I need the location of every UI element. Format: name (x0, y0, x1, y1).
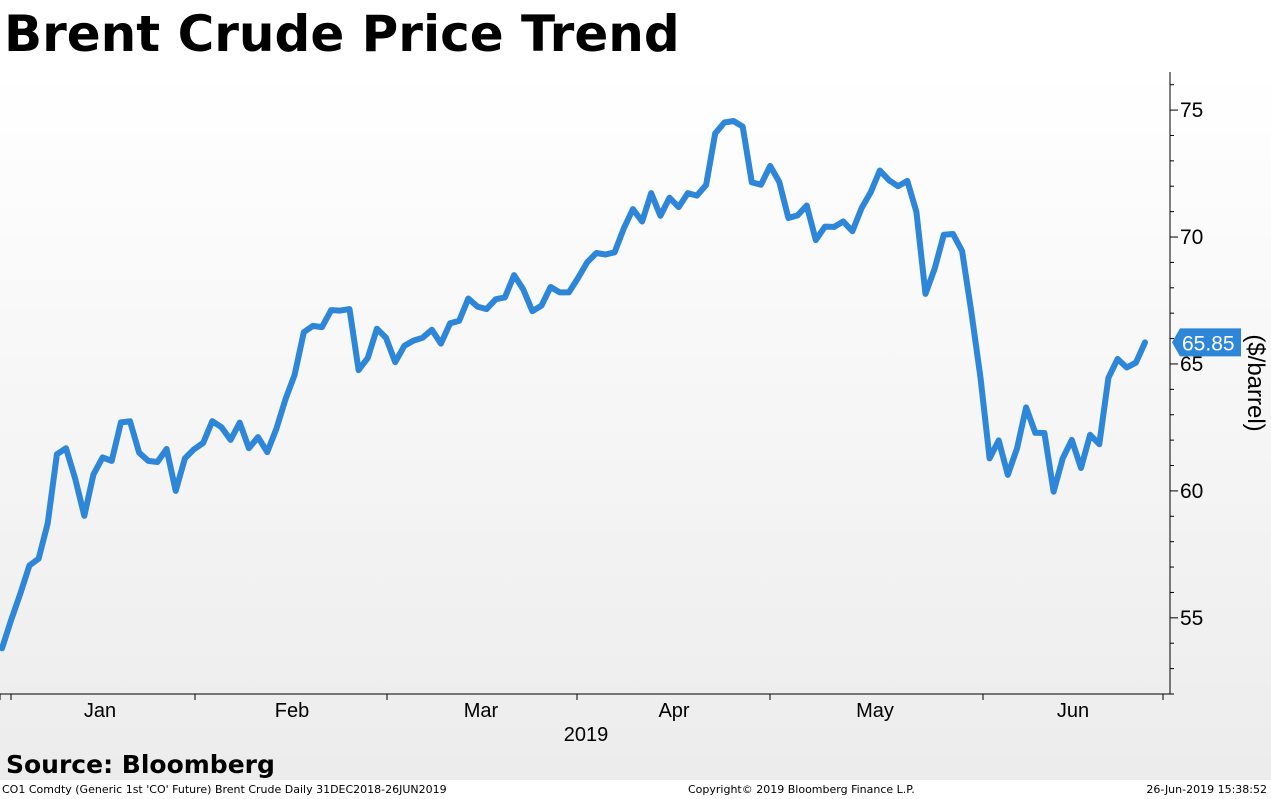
x-tick-label: May (856, 700, 894, 722)
x-tick-label: Mar (464, 700, 499, 722)
source-label: Source: Bloomberg (6, 750, 275, 779)
plot-background (0, 72, 1271, 780)
last-value-tag (1172, 328, 1241, 357)
x-tick-label: Jun (1057, 700, 1089, 722)
y-tick-label: 75 (1180, 99, 1203, 122)
chart-title: Brent Crude Price Trend (4, 5, 680, 63)
footer-timestamp: 26-Jun-2019 15:38:52 (1146, 783, 1267, 796)
last-value-tag-group: 65.85 (1172, 328, 1241, 357)
x-tick-label: Jan (84, 700, 116, 722)
axes: 55 60 65 70 75 ($/barrel) Jan Feb Mar Apr May Jun 20… (0, 72, 1269, 746)
y-tick-label: 65 (1180, 353, 1203, 376)
last-value-label: 65.85 (1182, 332, 1235, 355)
y-tick-label: 60 (1180, 480, 1203, 503)
x-axis-title: 2019 (564, 724, 609, 746)
series-layer (0, 118, 1148, 652)
y-axis-title: ($/barrel) (1242, 334, 1269, 431)
y-tick-label: 70 (1180, 226, 1203, 249)
y-tick-label: 55 (1180, 607, 1203, 630)
footer-copyright: Copyright© 2019 Bloomberg Finance L.P. (688, 783, 915, 796)
footer-ticker-info: CO1 Comdty (Generic 1st 'CO' Future) Bre… (2, 783, 447, 796)
brent-price-line (0, 118, 1148, 652)
x-tick-label: Apr (658, 700, 689, 722)
x-tick-label: Feb (275, 700, 309, 722)
